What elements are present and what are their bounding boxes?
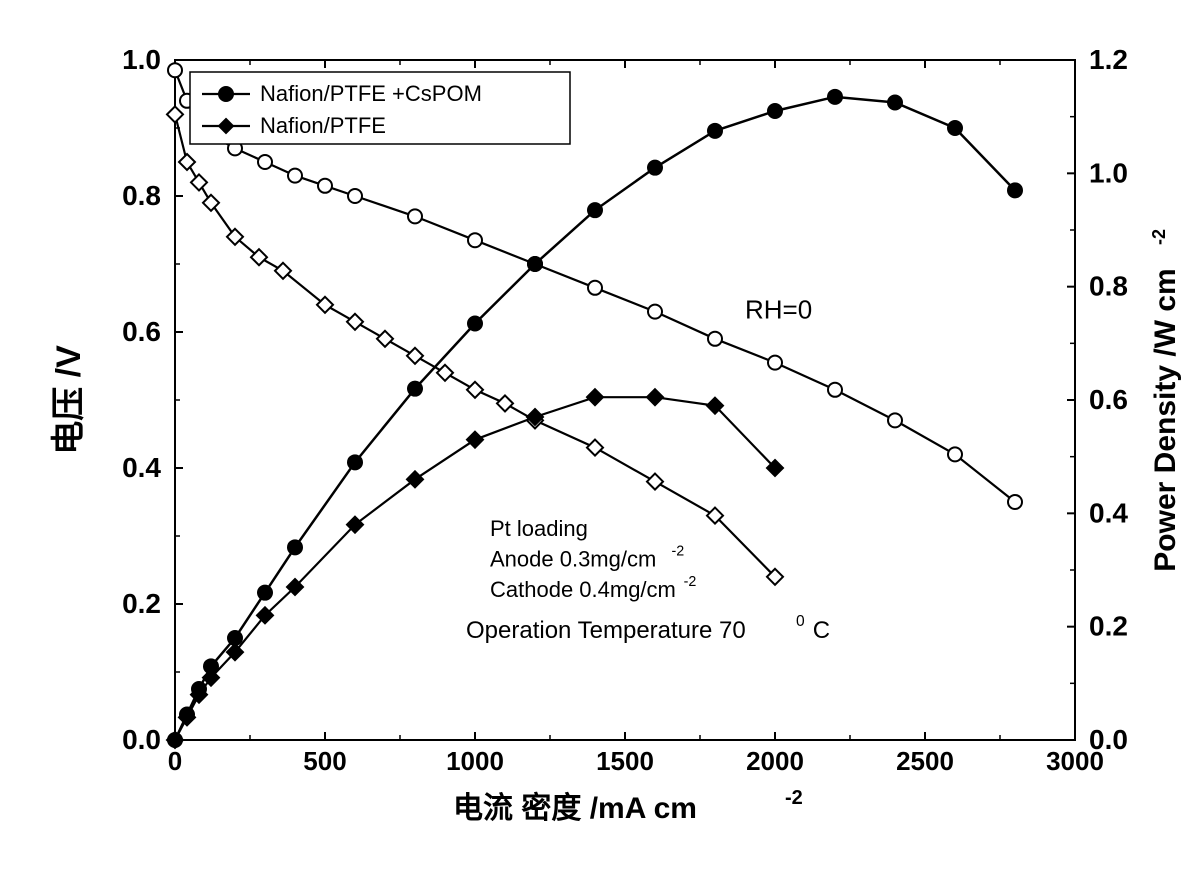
svg-text:1.0: 1.0 (1089, 157, 1128, 188)
svg-text:Operation Temperature 70: Operation Temperature 70 (466, 617, 746, 644)
svg-text:0.6: 0.6 (122, 316, 161, 347)
chart-svg: 0500100015002000250030000.00.20.40.60.81… (20, 20, 1198, 876)
svg-text:1000: 1000 (446, 746, 504, 776)
svg-text:2500: 2500 (896, 746, 954, 776)
svg-text:C: C (813, 617, 830, 644)
svg-text:2000: 2000 (746, 746, 804, 776)
svg-text:RH=0: RH=0 (745, 294, 812, 324)
svg-text:-2: -2 (684, 574, 697, 590)
svg-text:0: 0 (796, 613, 805, 630)
svg-text:Nafion/PTFE: Nafion/PTFE (260, 113, 386, 138)
svg-text:电流 密度 /mA cm: 电流 密度 /mA cm (453, 791, 697, 825)
svg-text:0.4: 0.4 (122, 452, 161, 483)
svg-text:Power Density /W cm: Power Density /W cm (1149, 268, 1182, 571)
svg-text:-2: -2 (672, 544, 685, 560)
svg-text:Pt loading: Pt loading (490, 516, 588, 541)
svg-text:0.8: 0.8 (1089, 271, 1128, 302)
svg-text:1.2: 1.2 (1089, 44, 1128, 75)
svg-text:Anode 0.3mg/cm: Anode 0.3mg/cm (490, 547, 656, 572)
svg-text:0.2: 0.2 (1089, 611, 1128, 642)
chart-container: 0500100015002000250030000.00.20.40.60.81… (20, 20, 1198, 876)
svg-text:0.0: 0.0 (1089, 724, 1128, 755)
svg-text:1500: 1500 (596, 746, 654, 776)
svg-text:0.0: 0.0 (122, 724, 161, 755)
svg-text:Nafion/PTFE +CsPOM: Nafion/PTFE +CsPOM (260, 81, 482, 106)
svg-text:0.8: 0.8 (122, 180, 161, 211)
svg-text:500: 500 (303, 746, 346, 776)
svg-text:-2: -2 (1149, 229, 1169, 245)
svg-text:0: 0 (168, 746, 182, 776)
svg-text:Cathode 0.4mg/cm: Cathode 0.4mg/cm (490, 577, 676, 602)
svg-text:电压 /V: 电压 /V (50, 345, 88, 455)
svg-text:-2: -2 (785, 787, 803, 809)
svg-text:0.4: 0.4 (1089, 497, 1128, 528)
svg-text:0.6: 0.6 (1089, 384, 1128, 415)
svg-text:0.2: 0.2 (122, 588, 161, 619)
svg-text:1.0: 1.0 (122, 44, 161, 75)
